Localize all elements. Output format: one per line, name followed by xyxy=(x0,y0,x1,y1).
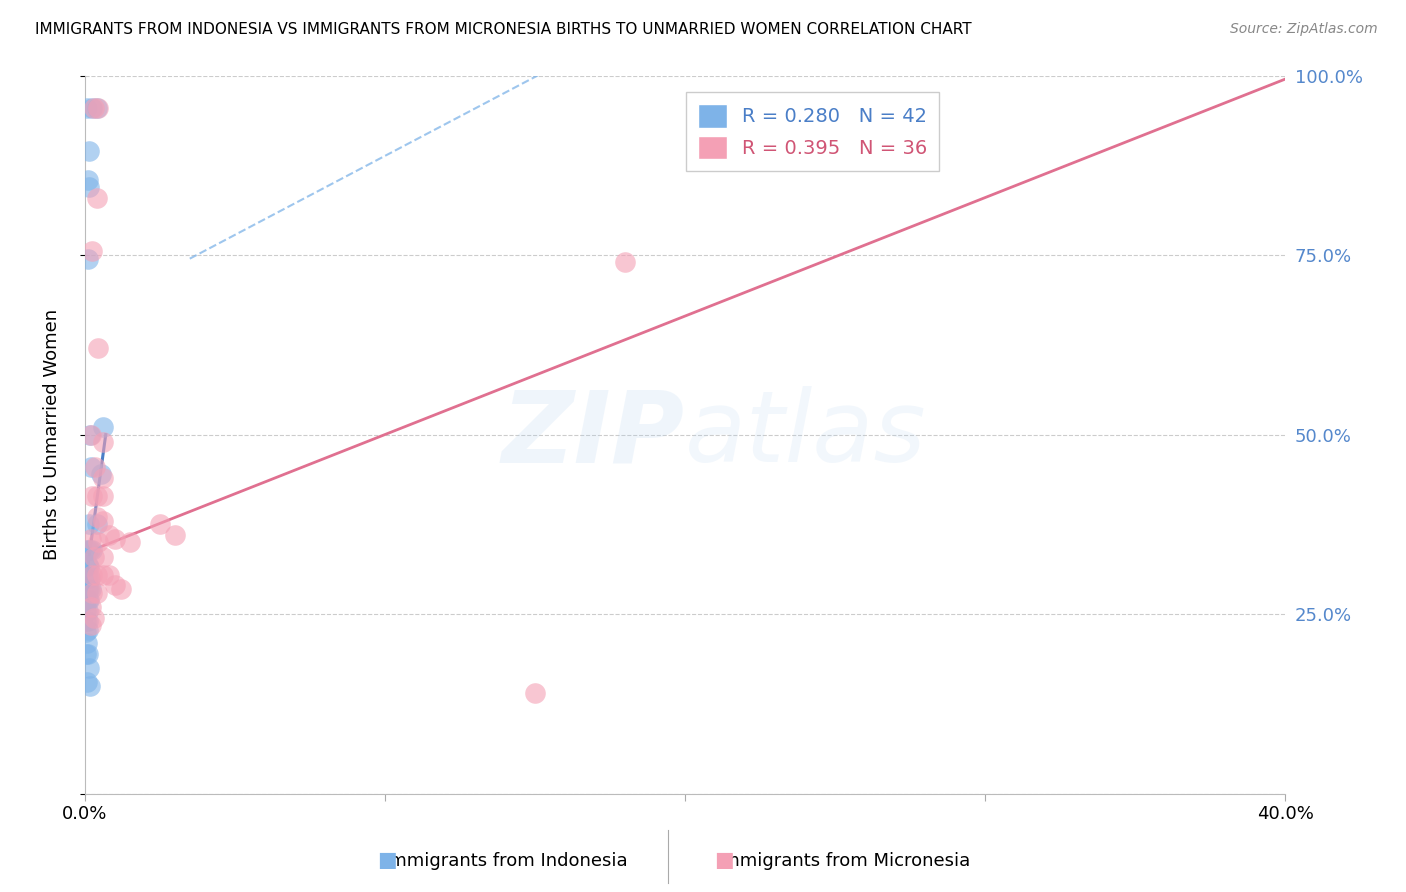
Point xyxy=(86,567,108,582)
Point xyxy=(75,571,97,585)
Point xyxy=(77,144,100,158)
Point xyxy=(97,528,120,542)
Legend: R = 0.280   N = 42, R = 0.395   N = 36: R = 0.280 N = 42, R = 0.395 N = 36 xyxy=(686,93,939,171)
Point xyxy=(77,647,100,661)
Point xyxy=(163,528,186,542)
Point xyxy=(77,542,100,557)
Point xyxy=(75,603,97,617)
Text: Immigrants from Micronesia: Immigrants from Micronesia xyxy=(717,852,970,870)
Point xyxy=(83,101,105,115)
Point xyxy=(149,517,172,532)
Point xyxy=(86,510,108,524)
Point xyxy=(77,661,100,675)
Point xyxy=(76,675,98,690)
Point xyxy=(79,542,101,557)
Point xyxy=(82,244,104,259)
Point xyxy=(613,255,636,269)
Point xyxy=(86,191,108,205)
Point xyxy=(79,427,101,442)
Text: Immigrants from Indonesia: Immigrants from Indonesia xyxy=(384,852,628,870)
Point xyxy=(75,582,97,596)
Point xyxy=(75,542,97,557)
Point xyxy=(76,636,98,650)
Point xyxy=(90,467,112,481)
Point xyxy=(97,567,120,582)
Point xyxy=(75,615,97,629)
Text: IMMIGRANTS FROM INDONESIA VS IMMIGRANTS FROM MICRONESIA BIRTHS TO UNMARRIED WOME: IMMIGRANTS FROM INDONESIA VS IMMIGRANTS … xyxy=(35,22,972,37)
Point xyxy=(79,571,101,585)
Point xyxy=(91,489,114,503)
Point xyxy=(76,571,98,585)
Point xyxy=(75,592,97,607)
Point xyxy=(76,623,98,637)
Point xyxy=(80,582,103,596)
Point xyxy=(104,532,127,546)
Point xyxy=(118,535,141,549)
Point xyxy=(76,582,98,596)
Point xyxy=(104,578,127,592)
Point xyxy=(110,582,132,596)
Point xyxy=(75,625,97,640)
Point xyxy=(77,582,100,596)
Point xyxy=(86,517,108,532)
Point xyxy=(87,101,110,115)
Point xyxy=(86,101,108,115)
Point xyxy=(91,420,114,434)
Point xyxy=(76,558,98,573)
Point xyxy=(87,535,110,549)
Point xyxy=(91,471,114,485)
Point xyxy=(91,567,114,582)
Point xyxy=(77,560,100,574)
Point xyxy=(80,427,103,442)
Point xyxy=(87,342,110,356)
Point xyxy=(80,532,103,546)
Point xyxy=(75,560,97,574)
Y-axis label: Births to Unmarried Women: Births to Unmarried Women xyxy=(44,309,60,560)
Point xyxy=(77,592,100,607)
Text: Source: ZipAtlas.com: Source: ZipAtlas.com xyxy=(1230,22,1378,37)
Text: ■: ■ xyxy=(714,850,734,870)
Point xyxy=(82,542,104,557)
Point xyxy=(86,585,108,599)
Point xyxy=(77,252,100,266)
Point xyxy=(76,101,98,115)
Point xyxy=(83,611,105,625)
Point xyxy=(76,172,98,186)
Point xyxy=(82,567,104,582)
Point xyxy=(82,101,104,115)
Point xyxy=(86,489,108,503)
Point xyxy=(75,647,97,661)
Point xyxy=(76,603,98,617)
Text: ZIP: ZIP xyxy=(502,386,685,483)
Point xyxy=(76,592,98,607)
Point xyxy=(77,517,100,532)
Text: atlas: atlas xyxy=(685,386,927,483)
Point xyxy=(76,615,98,629)
Point xyxy=(79,679,101,693)
Point xyxy=(84,459,107,474)
Point xyxy=(91,434,114,449)
Point xyxy=(91,549,114,564)
Point xyxy=(80,599,103,614)
Point xyxy=(80,618,103,632)
Point xyxy=(77,179,100,194)
Point xyxy=(523,686,546,700)
Point xyxy=(80,459,103,474)
Point xyxy=(82,489,104,503)
Point xyxy=(91,514,114,528)
Point xyxy=(83,549,105,564)
Text: ■: ■ xyxy=(377,850,396,870)
Point xyxy=(82,585,104,599)
